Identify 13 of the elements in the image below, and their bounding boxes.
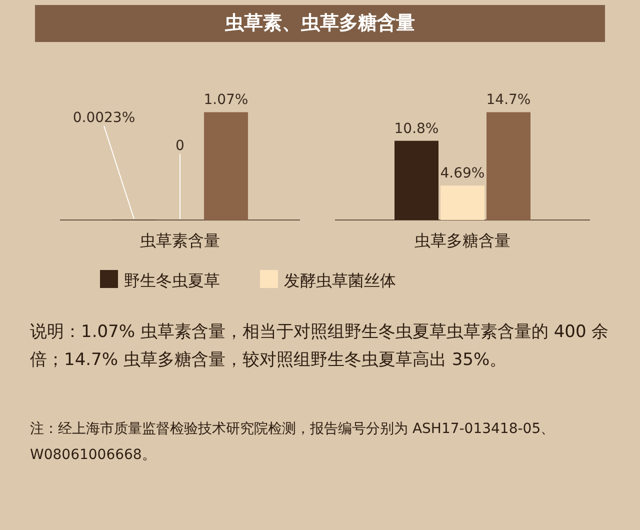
- x-tick-label: 虫草素含量: [140, 231, 220, 250]
- data-label: 0: [176, 138, 184, 154]
- data-label: 1.07%: [204, 92, 248, 108]
- text: 说明：1.07% 虫草素含量，相当于对照组野生冬虫夏草虫草素含量的 400 余倍；14.7% 虫草多糖含量，较对照组野生冬虫夏草高出 35%。: [30, 321, 610, 372]
- legend-label: 野生冬虫夏草: [124, 271, 220, 290]
- chart-title: 虫草素、虫草多糖含量: [35, 5, 605, 42]
- data-label: 0.0023%: [72, 110, 136, 126]
- data-label: 14.7%: [486, 92, 531, 108]
- data-label: 10.8%: [394, 120, 439, 137]
- legend-label: 发酵虫草菌丝体: [284, 271, 396, 290]
- x-tick-label: 虫草多糖含量: [414, 231, 510, 250]
- text: 注：经上海市质量监督检验技术研究院检测，报告编号分别为 ASH17-013418-05、W08061006668。: [30, 420, 556, 465]
- data-label: 4.69%: [440, 166, 485, 182]
